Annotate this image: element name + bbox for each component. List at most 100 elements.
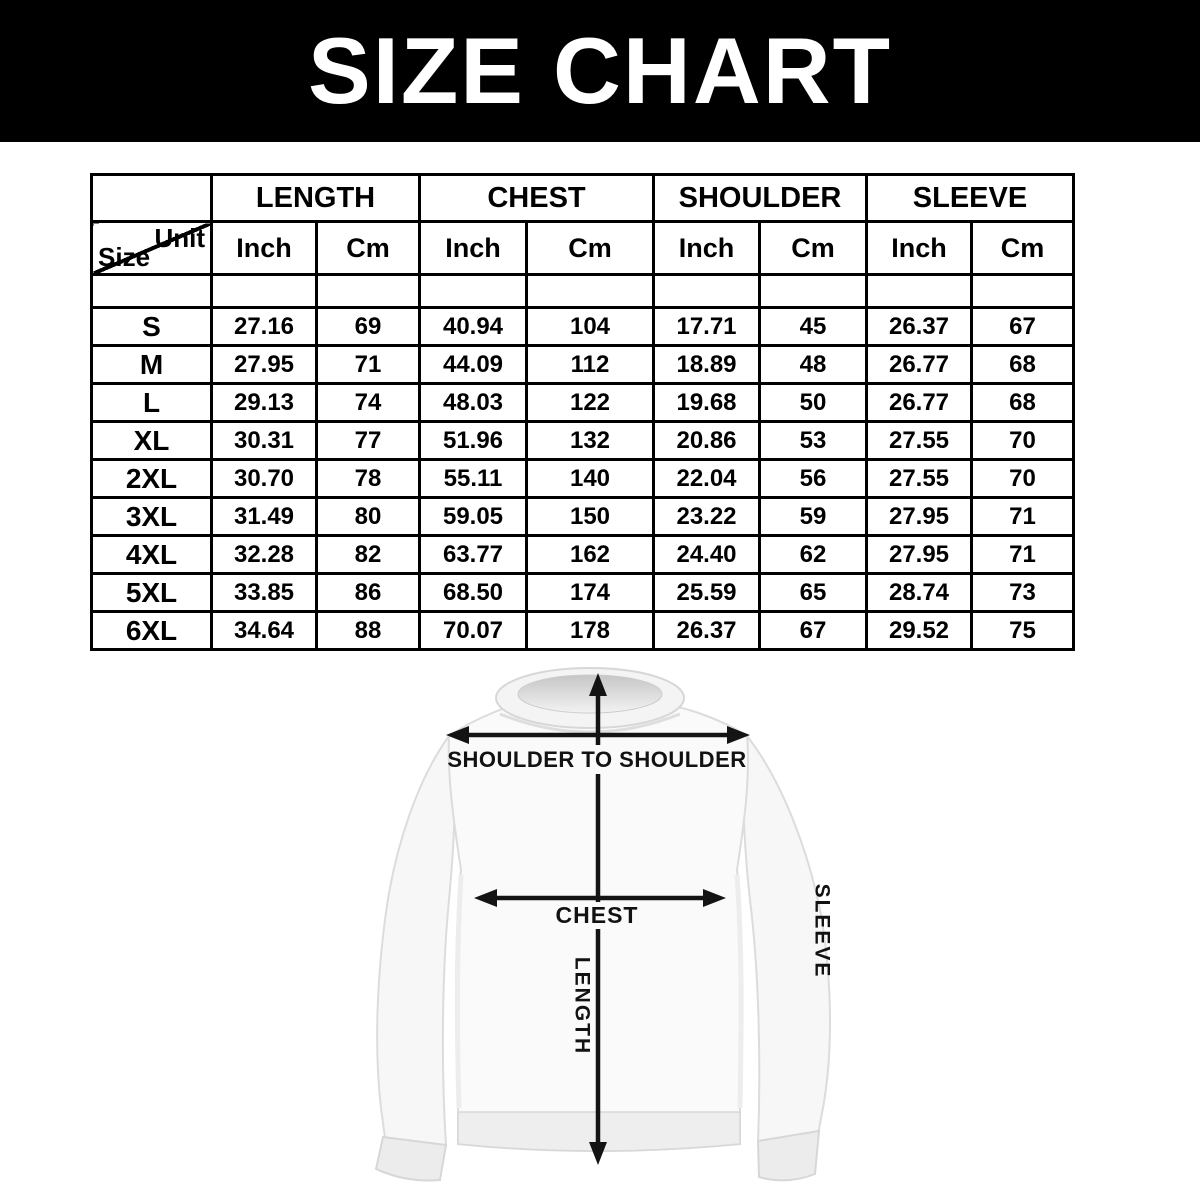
- value-cell: 82: [315, 534, 421, 575]
- table-row: S 27.16 69 40.94 104 17.71 45 26.37 67: [90, 306, 1075, 347]
- unit-header: Cm: [525, 220, 655, 276]
- value-cell: 65: [758, 572, 868, 613]
- size-cell: S: [90, 306, 213, 347]
- table-row: 3XL 31.49 80 59.05 150 23.22 59 27.95 71: [90, 496, 1075, 537]
- chest-arrowhead-left: [474, 889, 497, 907]
- value-cell: 45: [758, 306, 868, 347]
- value-cell: 24.40: [652, 534, 761, 575]
- value-cell: 67: [758, 610, 868, 651]
- corner-size-label: Size: [98, 242, 151, 272]
- value-cell: 63.77: [418, 534, 528, 575]
- value-cell: 17.71: [652, 306, 761, 347]
- value-cell: 27.95: [210, 344, 318, 385]
- value-cell: 67: [970, 306, 1075, 347]
- value-cell: 40.94: [418, 306, 528, 347]
- value-cell: 70: [970, 420, 1075, 461]
- value-cell: 30.31: [210, 420, 318, 461]
- value-cell: 48.03: [418, 382, 528, 423]
- value-cell: 27.16: [210, 306, 318, 347]
- value-cell: 71: [970, 534, 1075, 575]
- shoulder-arrowhead-right: [727, 726, 750, 744]
- value-cell: 26.37: [865, 306, 973, 347]
- col-group-shoulder: SHOULDER: [652, 173, 868, 223]
- value-cell: 70.07: [418, 610, 528, 651]
- value-cell: 20.86: [652, 420, 761, 461]
- unit-header: Cm: [315, 220, 421, 276]
- value-cell: 56: [758, 458, 868, 499]
- value-cell: 86: [315, 572, 421, 613]
- value-cell: 27.55: [865, 458, 973, 499]
- value-cell: 27.95: [865, 496, 973, 537]
- value-cell: 68.50: [418, 572, 528, 613]
- corner-unit-label: Unit: [154, 223, 205, 254]
- size-cell: XL: [90, 420, 213, 461]
- size-cell: 2XL: [90, 458, 213, 499]
- value-cell: 34.64: [210, 610, 318, 651]
- table-row: M 27.95 71 44.09 112 18.89 48 26.77 68: [90, 344, 1075, 385]
- sweatshirt-collar-seam: [499, 712, 681, 734]
- value-cell: 122: [525, 382, 655, 423]
- sleeve-label: SLEEVE: [811, 884, 834, 979]
- spacer-cell: [525, 273, 655, 309]
- value-cell: 51.96: [418, 420, 528, 461]
- chest-arrowhead-right: [703, 889, 726, 907]
- sweatshirt-left-cuff: [374, 1135, 448, 1182]
- value-cell: 29.13: [210, 382, 318, 423]
- col-group-chest: CHEST: [418, 173, 655, 223]
- value-cell: 88: [315, 610, 421, 651]
- size-cell: 6XL: [90, 610, 213, 651]
- unit-header: Inch: [865, 220, 973, 276]
- table-row: XL 30.31 77 51.96 132 20.86 53 27.55 70: [90, 420, 1075, 461]
- value-cell: 80: [315, 496, 421, 537]
- table-row: 4XL 32.28 82 63.77 162 24.40 62 27.95 71: [90, 534, 1075, 575]
- value-cell: 69: [315, 306, 421, 347]
- spacer-cell: [652, 273, 761, 309]
- corner-blank-cell: [90, 173, 213, 223]
- value-cell: 26.37: [652, 610, 761, 651]
- spacer-cell: [758, 273, 868, 309]
- spacer-cell: [418, 273, 528, 309]
- size-cell: L: [90, 382, 213, 423]
- spacer-cell: [210, 273, 318, 309]
- shoulder-to-shoulder-label: SHOULDER TO SHOULDER: [447, 747, 746, 772]
- size-cell: 3XL: [90, 496, 213, 537]
- spacer-row: [90, 273, 1075, 309]
- banner: SIZE CHART: [0, 0, 1200, 142]
- value-cell: 77: [315, 420, 421, 461]
- table-row: 6XL 34.64 88 70.07 178 26.37 67 29.52 75: [90, 610, 1075, 651]
- value-cell: 74: [315, 382, 421, 423]
- length-label: LENGTH: [571, 957, 594, 1055]
- body-shadow-right: [734, 874, 744, 1109]
- table-row: 2XL 30.70 78 55.11 140 22.04 56 27.55 70: [90, 458, 1075, 499]
- value-cell: 140: [525, 458, 655, 499]
- value-cell: 50: [758, 382, 868, 423]
- value-cell: 22.04: [652, 458, 761, 499]
- value-cell: 150: [525, 496, 655, 537]
- value-cell: 33.85: [210, 572, 318, 613]
- spacer-cell: [865, 273, 973, 309]
- unit-header: Inch: [652, 220, 761, 276]
- value-cell: 30.70: [210, 458, 318, 499]
- value-cell: 25.59: [652, 572, 761, 613]
- value-cell: 32.28: [210, 534, 318, 575]
- length-arrowhead-bottom: [589, 1142, 607, 1165]
- value-cell: 70: [970, 458, 1075, 499]
- value-cell: 48: [758, 344, 868, 385]
- value-cell: 112: [525, 344, 655, 385]
- chest-label-backplate: [549, 902, 645, 929]
- size-cell: 5XL: [90, 572, 213, 613]
- value-cell: 59: [758, 496, 868, 537]
- value-cell: 27.95: [865, 534, 973, 575]
- sweatshirt-measurement-diagram: SHOULDER TO SHOULDER CHEST LENGTH SLEEVE: [374, 667, 834, 1182]
- size-table: LENGTH CHEST SHOULDER SLEEVE Unit Size I…: [90, 173, 1075, 651]
- col-group-length: LENGTH: [210, 173, 421, 223]
- value-cell: 62: [758, 534, 868, 575]
- unit-header: Inch: [210, 220, 318, 276]
- length-arrowhead-top: [589, 673, 607, 696]
- value-cell: 23.22: [652, 496, 761, 537]
- value-cell: 132: [525, 420, 655, 461]
- value-cell: 18.89: [652, 344, 761, 385]
- sweatshirt-left-sleeve: [376, 733, 456, 1148]
- spacer-cell: [315, 273, 421, 309]
- page-title: SIZE CHART: [308, 18, 892, 123]
